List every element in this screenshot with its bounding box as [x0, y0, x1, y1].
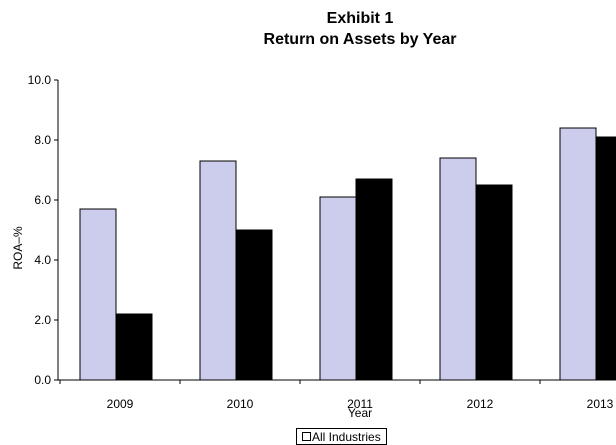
bar-series-1-2013: [559, 127, 597, 381]
legend: All Industries: [296, 428, 387, 445]
y-tick-label: 2.0: [34, 313, 51, 327]
legend-swatch-all-industries: [302, 432, 311, 441]
y-tick-label: 8.0: [34, 133, 51, 147]
bar-series-2-2010: [235, 229, 273, 381]
y-tick-label: 0.0: [34, 373, 51, 387]
x-tick-label: 2009: [107, 397, 134, 411]
bar-series-2-2011: [355, 178, 393, 381]
x-axis-label: Year: [348, 406, 372, 420]
bars: [79, 127, 616, 381]
chart-title: Exhibit 1 Return on Assets by Year: [180, 8, 540, 50]
bar-series-1-2011: [319, 196, 357, 381]
y-tick-label: 4.0: [34, 253, 51, 267]
bar-series-2-2013: [595, 136, 616, 381]
x-tick-label: 2010: [227, 397, 254, 411]
bar-series-2-2012: [475, 184, 513, 381]
legend-label-all-industries: All Industries: [312, 430, 381, 444]
x-axis: 2009 2010 2011 2012 2013: [58, 379, 616, 411]
x-tick-label: 2013: [587, 397, 614, 411]
y-axis-label: ROA–%: [11, 226, 25, 270]
x-tick-label: 2012: [467, 397, 494, 411]
y-axis: 0.0 2.0 4.0 6.0 8.0 10.0: [28, 73, 59, 387]
bar-series-1-2012: [439, 157, 477, 381]
chart-title-line-2: Return on Assets by Year: [263, 31, 457, 48]
x-tick-label: 2011: [347, 397, 373, 411]
bar-series-1-2010: [199, 160, 237, 381]
y-tick-label: 6.0: [34, 193, 51, 207]
bar-series-2-2009: [115, 313, 153, 381]
bar-series-1-2009: [79, 208, 117, 381]
y-tick-label: 10.0: [28, 73, 52, 87]
chart-title-line-1: Exhibit 1: [326, 10, 394, 27]
